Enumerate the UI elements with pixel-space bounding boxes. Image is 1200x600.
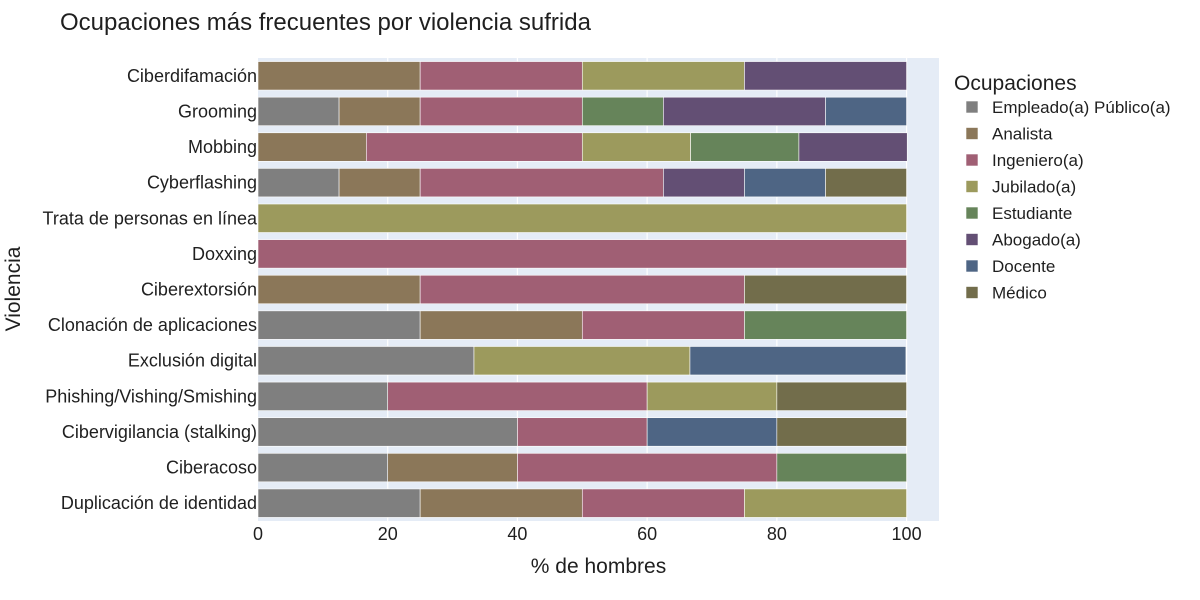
bar-segment [744,168,826,198]
bar-segment [517,417,648,447]
bar-segment [419,488,583,518]
bar-segment [338,96,421,126]
x-tick-label: 100 [892,524,922,544]
bar-segment [581,61,745,91]
y-tick-label: Phishing/Vishing/Smishing [45,386,257,406]
bar-segment [581,132,691,162]
bar-segment [419,168,664,198]
legend-label: Médico [992,284,1047,303]
bar-segment [663,168,745,198]
bar-segment [257,453,389,483]
bar-segment [744,488,907,518]
bar-segment [366,132,583,162]
bar-segment [257,132,367,162]
x-tick-label: 40 [507,524,527,544]
bar-segment [646,381,778,411]
bars [257,61,908,518]
y-tick-label: Clonación de aplicaciones [48,315,257,335]
bar-segment [257,346,475,376]
legend-swatch [965,259,979,273]
bar-segment [257,417,518,447]
bar-segment [473,346,691,376]
x-tick-label: 60 [637,524,657,544]
bar-segment [257,381,389,411]
bar-segment [646,417,778,447]
legend-swatch [965,127,979,140]
y-tick-label: Ciberextorsión [141,280,257,300]
bar-segment [581,310,745,340]
legend-swatch [965,233,979,246]
legend-swatch [965,286,979,299]
bar-segment [387,381,648,411]
legend: Ocupaciones Empleado(a) Público(a) Analis… [954,72,1171,303]
bar-segment [419,61,583,91]
bar-segment [419,274,745,305]
legend-swatch [965,180,979,193]
legend-label: Estudiante [992,204,1072,223]
bar-segment [776,381,907,411]
legend-label: Abogado(a) [992,231,1081,250]
bar-segment [798,132,908,162]
x-axis-title: % de hombres [531,555,666,578]
legend-label: Analista [992,125,1053,144]
bar-segment [387,453,518,483]
y-tick-label: Duplicación de identidad [61,493,257,513]
legend-label: Ingeniero(a) [992,151,1084,170]
legend-label: Empleado(a) Público(a) [992,98,1171,117]
legend-swatch [965,206,979,220]
legend-title: Ocupaciones [954,72,1077,95]
bar-segment [257,274,421,305]
legend-label: Docente [992,257,1055,276]
bar-segment [419,310,583,340]
bar-segment [257,310,421,340]
legend-swatch [965,153,979,167]
bar-segment [257,488,421,518]
bar-segment [581,488,745,518]
bar-segment [338,168,421,198]
bar-segment [257,168,340,198]
bar-segment [825,168,907,198]
y-tick-label: Doxxing [192,244,257,264]
bar-segment [690,132,800,162]
bar-segment [257,239,907,269]
bar-segment [257,61,421,91]
bar-segment [517,453,778,483]
x-tick-label: 80 [767,524,787,544]
y-tick-label: Mobbing [188,137,257,157]
bar-segment [776,417,907,447]
y-tick-label: Exclusión digital [128,351,257,371]
bar-segment [257,96,340,126]
bar-segment [744,310,907,340]
y-tick-label: Ciberacoso [166,458,257,478]
y-tick-label: Cibervigilancia (stalking) [62,422,257,442]
y-tick-label: Trata de personas en línea [43,208,258,228]
bar-segment [581,96,664,126]
y-tick-label: Cyberflashing [147,173,257,193]
y-axis-tick-labels: Ciberdifamación Grooming Mobbing Cyberflash… [43,66,258,513]
y-tick-label: Grooming [178,101,257,121]
x-tick-label: 20 [378,524,398,544]
bar-segment [257,203,907,233]
y-axis-title: Violencia [2,246,25,331]
x-axis-tick-labels: 0 20 40 60 80 100 [253,524,922,544]
bar-segment [776,453,907,483]
bar-segment [689,346,907,376]
bar-segment [825,96,907,126]
x-tick-label: 0 [253,524,263,544]
bar-segment [744,61,907,91]
legend-swatch [965,100,979,114]
bar-segment [744,274,907,305]
bar-segment [663,96,826,126]
legend-label: Jubilado(a) [992,178,1076,197]
bar-segment [419,96,583,126]
chart-title: Ocupaciones más frecuentes por violencia… [60,9,592,36]
y-tick-label: Ciberdifamación [127,66,257,86]
